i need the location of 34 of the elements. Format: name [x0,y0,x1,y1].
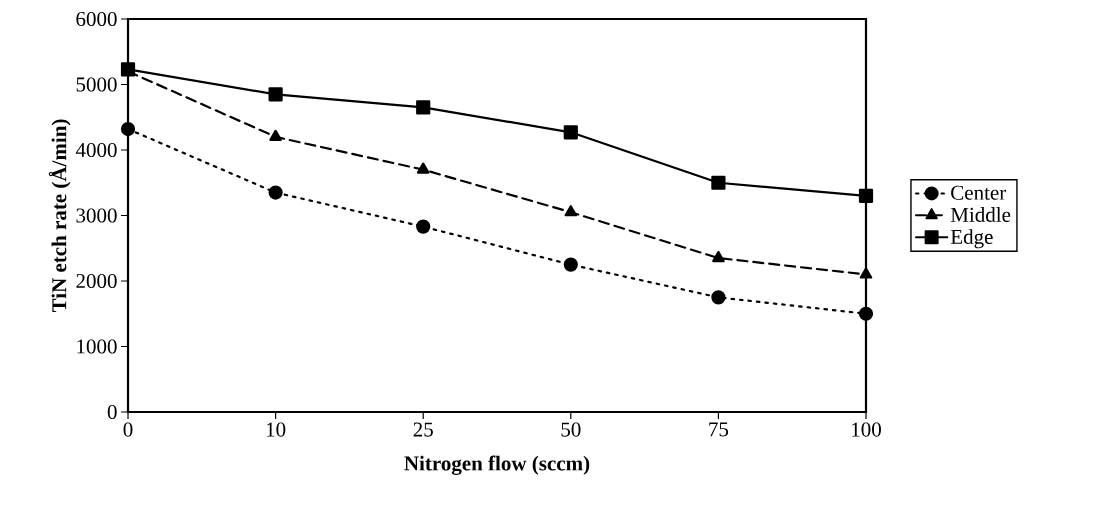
point [563,125,578,140]
point [268,185,283,200]
point [858,188,874,203]
x-tick-label: 0 [123,422,133,437]
point [711,175,726,190]
y-tick-label: 1000 [77,339,117,354]
x-tick-label: 25 [413,422,433,437]
point [268,87,283,102]
y-tick-label: 3000 [76,208,117,223]
legend-label: Middle [950,207,1011,222]
point [269,129,282,141]
x-tick-label: 75 [709,422,729,437]
point [858,306,874,321]
point [120,121,136,137]
point [563,257,578,272]
legend-label: Edge [950,229,993,249]
point [711,290,726,305]
x-tick-label: 50 [561,422,581,437]
y-tick-label: 4000 [75,142,117,158]
y-tick-label: 6000 [76,11,117,27]
y-tick-label: 0 [107,404,117,420]
point [712,250,725,263]
point [564,205,578,217]
point [416,219,431,234]
point [416,162,430,174]
legend-label: Center [951,185,1007,200]
point [859,267,873,279]
y-tick-label: 2000 [76,273,117,289]
x-axis-title: Nitrogen flow (sccm) [404,455,590,475]
x-tick-label: 10 [266,422,286,437]
y-axis-title: TiN etch rate (Å/min) [48,119,71,313]
x-tick-label: 100 [852,422,881,437]
point [416,100,431,115]
y-tick-label: 5000 [76,77,117,92]
